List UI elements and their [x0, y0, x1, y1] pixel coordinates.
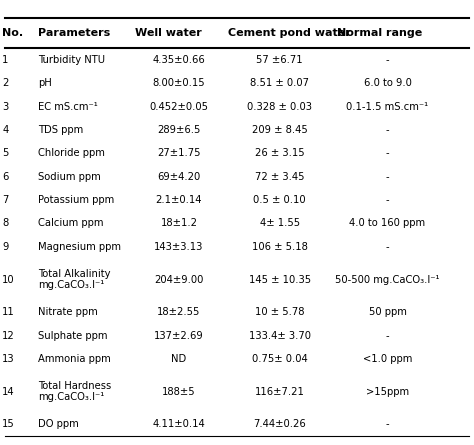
Text: 18±1.2: 18±1.2: [160, 218, 198, 228]
Text: 50 ppm: 50 ppm: [369, 307, 406, 317]
Text: 11: 11: [2, 307, 15, 317]
Text: 4± 1.55: 4± 1.55: [260, 218, 300, 228]
Text: 188±5: 188±5: [162, 387, 196, 396]
Text: 26 ± 3.15: 26 ± 3.15: [255, 148, 304, 158]
Text: 133.4± 3.70: 133.4± 3.70: [249, 331, 310, 340]
Text: Cement pond water: Cement pond water: [228, 28, 350, 38]
Text: 8.00±0.15: 8.00±0.15: [153, 78, 205, 88]
Text: 1: 1: [2, 55, 9, 65]
Text: 13: 13: [2, 354, 15, 364]
Text: 72 ± 3.45: 72 ± 3.45: [255, 172, 304, 182]
Text: Potassium ppm: Potassium ppm: [38, 195, 114, 205]
Text: 15: 15: [2, 420, 15, 429]
Text: 5: 5: [2, 148, 9, 158]
Text: 7: 7: [2, 195, 9, 205]
Text: -: -: [386, 125, 389, 135]
Text: Calcium ppm: Calcium ppm: [38, 218, 103, 228]
Text: ND: ND: [171, 354, 187, 364]
Text: -: -: [386, 148, 389, 158]
Text: TDS ppm: TDS ppm: [38, 125, 83, 135]
Text: 10 ± 5.78: 10 ± 5.78: [255, 307, 304, 317]
Text: EC mS.cm⁻¹: EC mS.cm⁻¹: [38, 101, 98, 112]
Text: 6: 6: [2, 172, 9, 182]
Text: Parameters: Parameters: [38, 28, 110, 38]
Text: -: -: [386, 331, 389, 340]
Text: -: -: [386, 242, 389, 252]
Text: Total Hardness
mg.CaCO₃.l⁻¹: Total Hardness mg.CaCO₃.l⁻¹: [38, 381, 111, 402]
Text: 7.44±0.26: 7.44±0.26: [253, 420, 306, 429]
Text: 8: 8: [2, 218, 9, 228]
Text: 14: 14: [2, 387, 15, 396]
Text: 10: 10: [2, 275, 15, 284]
Text: 50-500 mg.CaCO₃.l⁻¹: 50-500 mg.CaCO₃.l⁻¹: [335, 275, 440, 284]
Text: 8.51 ± 0.07: 8.51 ± 0.07: [250, 78, 309, 88]
Text: No.: No.: [2, 28, 24, 38]
Text: 27±1.75: 27±1.75: [157, 148, 201, 158]
Text: 137±2.69: 137±2.69: [154, 331, 204, 340]
Text: 143±3.13: 143±3.13: [154, 242, 204, 252]
Text: Well water: Well water: [135, 28, 202, 38]
Text: 145 ± 10.35: 145 ± 10.35: [248, 275, 311, 284]
Text: 106 ± 5.18: 106 ± 5.18: [252, 242, 308, 252]
Text: Total Alkalinity
mg.CaCO₃.l⁻¹: Total Alkalinity mg.CaCO₃.l⁻¹: [38, 269, 110, 290]
Text: Turbidity NTU: Turbidity NTU: [38, 55, 105, 65]
Text: 0.75± 0.04: 0.75± 0.04: [252, 354, 308, 364]
Text: 2: 2: [2, 78, 9, 88]
Text: -: -: [386, 172, 389, 182]
Text: pH: pH: [38, 78, 52, 88]
Text: 0.452±0.05: 0.452±0.05: [149, 101, 209, 112]
Text: Sulphate ppm: Sulphate ppm: [38, 331, 108, 340]
Text: Normal range: Normal range: [337, 28, 422, 38]
Text: 0.328 ± 0.03: 0.328 ± 0.03: [247, 101, 312, 112]
Text: 18±2.55: 18±2.55: [157, 307, 201, 317]
Text: 3: 3: [2, 101, 9, 112]
Text: 6.0 to 9.0: 6.0 to 9.0: [364, 78, 411, 88]
Text: 0.5 ± 0.10: 0.5 ± 0.10: [253, 195, 306, 205]
Text: Nitrate ppm: Nitrate ppm: [38, 307, 98, 317]
Text: 289±6.5: 289±6.5: [157, 125, 201, 135]
Text: Sodium ppm: Sodium ppm: [38, 172, 100, 182]
Text: Magnesium ppm: Magnesium ppm: [38, 242, 121, 252]
Text: >15ppm: >15ppm: [366, 387, 409, 396]
Text: Ammonia ppm: Ammonia ppm: [38, 354, 110, 364]
Text: 12: 12: [2, 331, 15, 340]
Text: 4: 4: [2, 125, 9, 135]
Text: 4.11±0.14: 4.11±0.14: [153, 420, 205, 429]
Text: 116±7.21: 116±7.21: [255, 387, 305, 396]
Text: 4.0 to 160 ppm: 4.0 to 160 ppm: [349, 218, 426, 228]
Text: 9: 9: [2, 242, 9, 252]
Text: DO ppm: DO ppm: [38, 420, 79, 429]
Text: 4.35±0.66: 4.35±0.66: [153, 55, 205, 65]
Text: 204±9.00: 204±9.00: [154, 275, 204, 284]
Text: 57 ±6.71: 57 ±6.71: [256, 55, 303, 65]
Text: -: -: [386, 195, 389, 205]
Text: 209 ± 8.45: 209 ± 8.45: [252, 125, 308, 135]
Text: <1.0 ppm: <1.0 ppm: [363, 354, 412, 364]
Text: 0.1-1.5 mS.cm⁻¹: 0.1-1.5 mS.cm⁻¹: [346, 101, 428, 112]
Text: -: -: [386, 55, 389, 65]
Text: 2.1±0.14: 2.1±0.14: [155, 195, 202, 205]
Text: Chloride ppm: Chloride ppm: [38, 148, 105, 158]
Text: -: -: [386, 420, 389, 429]
Text: 69±4.20: 69±4.20: [157, 172, 201, 182]
